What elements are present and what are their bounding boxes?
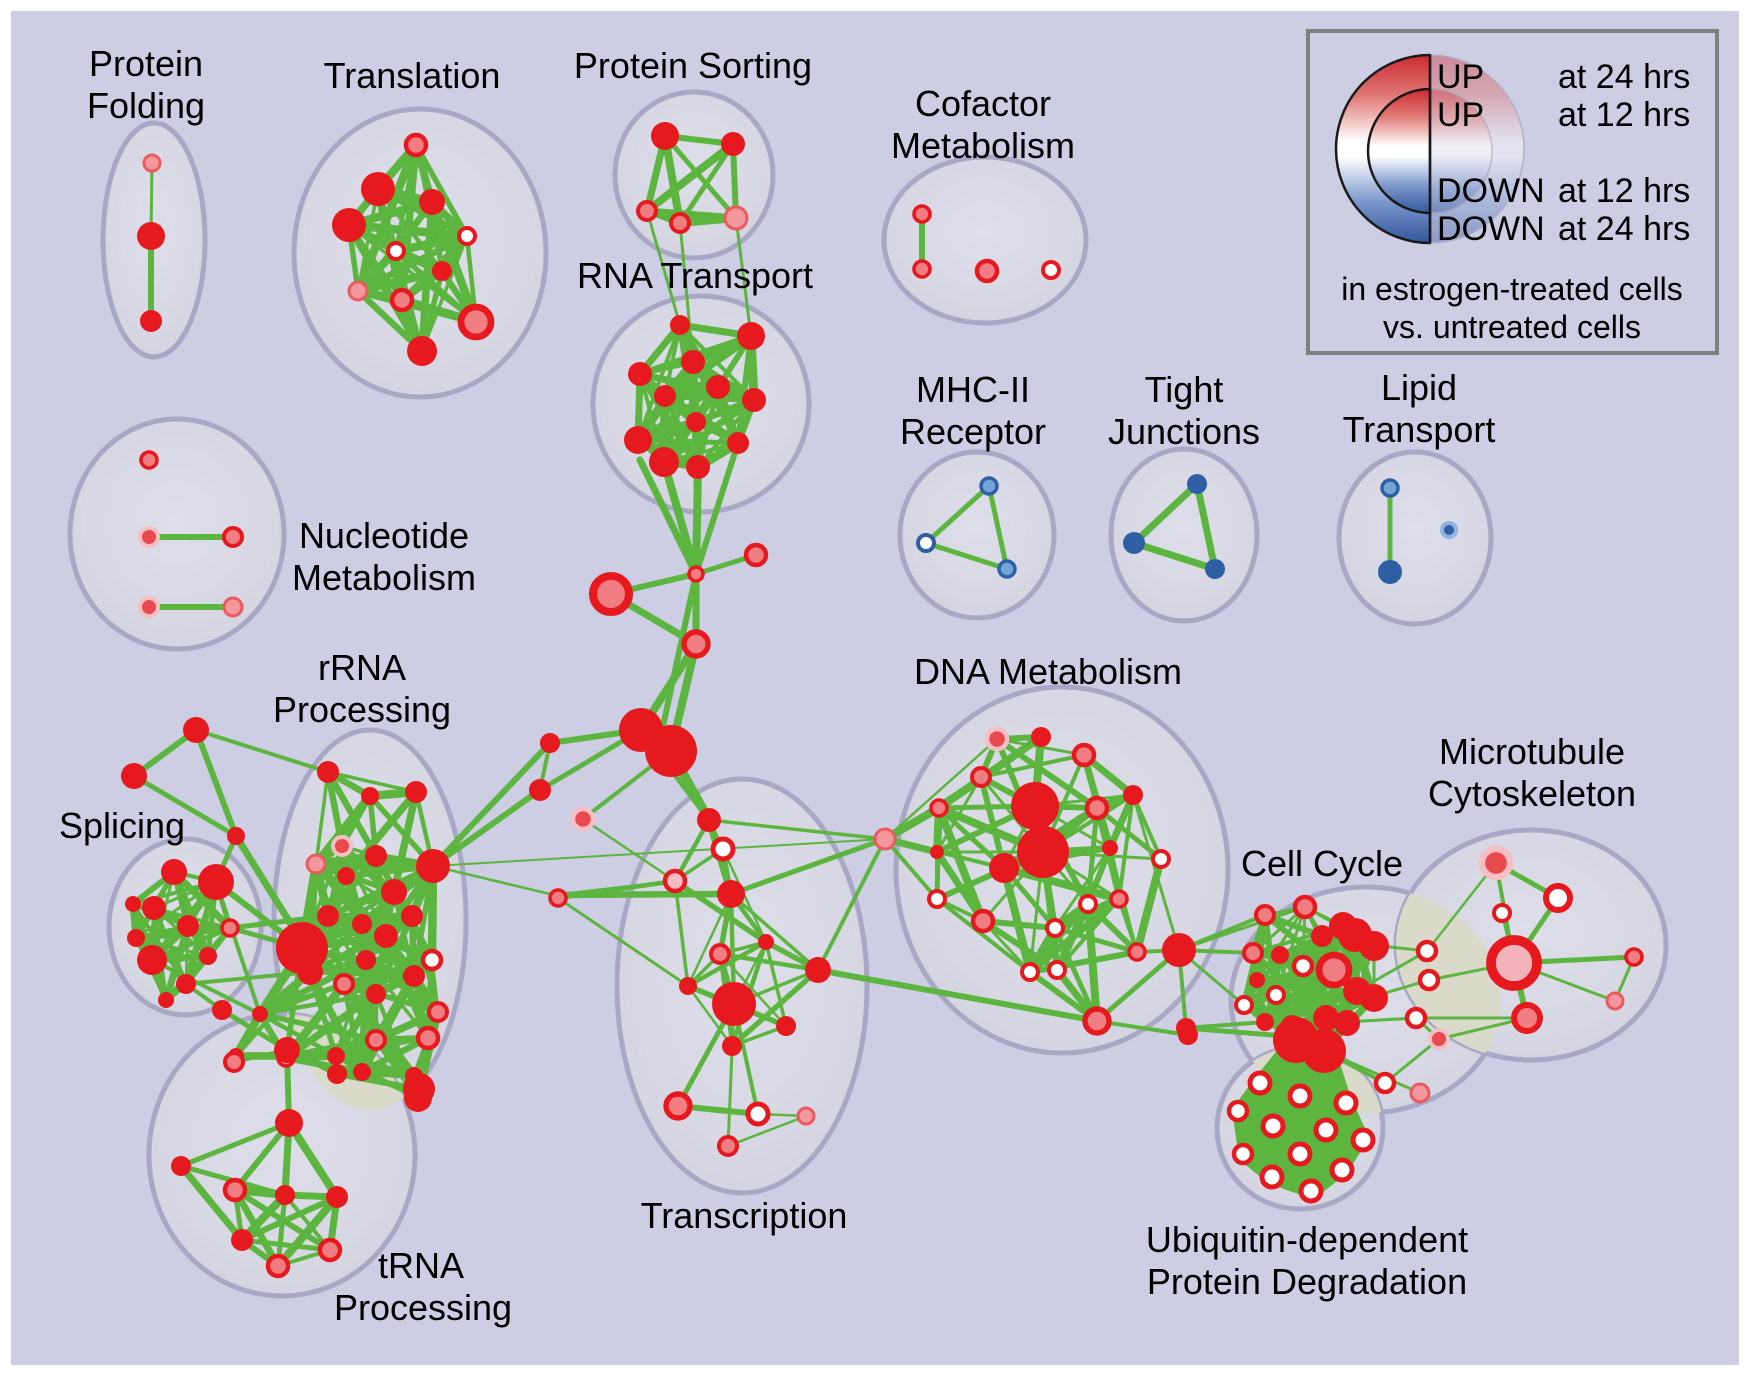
svg-text:in estrogen-treated cells: in estrogen-treated cells <box>1341 271 1683 307</box>
svg-text:Protein: Protein <box>89 43 203 84</box>
svg-text:at 24 hrs: at 24 hrs <box>1558 210 1690 248</box>
svg-text:Transcription: Transcription <box>641 1195 848 1236</box>
svg-text:Tight: Tight <box>1145 369 1224 410</box>
svg-text:Metabolism: Metabolism <box>891 125 1075 166</box>
svg-text:Translation: Translation <box>324 55 501 96</box>
svg-text:Processing: Processing <box>273 689 451 730</box>
svg-text:Lipid: Lipid <box>1381 367 1457 408</box>
svg-text:Processing: Processing <box>334 1287 512 1328</box>
svg-text:Junctions: Junctions <box>1108 411 1260 452</box>
svg-text:UP: UP <box>1437 96 1484 134</box>
svg-text:Cell Cycle: Cell Cycle <box>1241 843 1403 884</box>
svg-text:RNA Transport: RNA Transport <box>577 255 813 296</box>
svg-text:vs. untreated cells: vs. untreated cells <box>1383 309 1641 345</box>
svg-text:DOWN: DOWN <box>1437 210 1545 248</box>
svg-text:Splicing: Splicing <box>59 805 185 846</box>
svg-text:at 12 hrs: at 12 hrs <box>1558 172 1690 210</box>
svg-text:Transport: Transport <box>1343 409 1496 450</box>
svg-text:Nucleotide: Nucleotide <box>299 515 469 556</box>
svg-text:Ubiquitin-dependent: Ubiquitin-dependent <box>1146 1219 1468 1260</box>
svg-text:Cofactor: Cofactor <box>915 83 1051 124</box>
svg-text:Cytoskeleton: Cytoskeleton <box>1428 773 1636 814</box>
svg-text:at 12 hrs: at 12 hrs <box>1558 96 1690 134</box>
svg-text:Microtubule: Microtubule <box>1439 731 1625 772</box>
svg-text:DNA Metabolism: DNA Metabolism <box>914 651 1182 692</box>
svg-text:DOWN: DOWN <box>1437 172 1545 210</box>
svg-text:at 24 hrs: at 24 hrs <box>1558 58 1690 96</box>
svg-text:Metabolism: Metabolism <box>292 557 476 598</box>
svg-text:tRNA: tRNA <box>378 1245 464 1286</box>
svg-text:UP: UP <box>1437 58 1484 96</box>
svg-text:Receptor: Receptor <box>900 411 1046 452</box>
svg-text:Protein Degradation: Protein Degradation <box>1147 1261 1467 1302</box>
svg-text:Protein Sorting: Protein Sorting <box>574 45 812 86</box>
svg-text:MHC-II: MHC-II <box>916 369 1030 410</box>
svg-text:rRNA: rRNA <box>318 647 406 688</box>
svg-text:Folding: Folding <box>87 85 205 126</box>
